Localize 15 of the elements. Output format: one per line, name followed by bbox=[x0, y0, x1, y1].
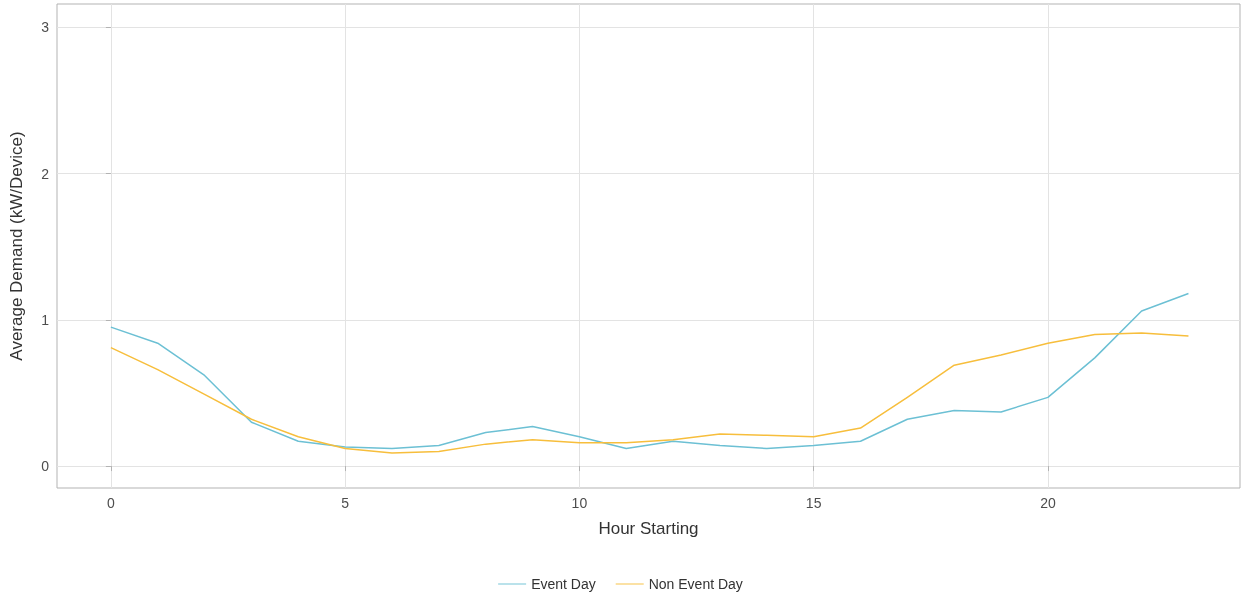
x-axis-title: Hour Starting bbox=[598, 519, 699, 538]
y-tick-label: 1 bbox=[41, 311, 50, 328]
x-tick-label: 10 bbox=[571, 495, 588, 511]
y-axis-title: Average Demand (kW/Device) bbox=[7, 131, 26, 361]
x-tick-label: 15 bbox=[805, 495, 822, 511]
x-tick-label: 20 bbox=[1040, 495, 1056, 511]
y-tick-label: 2 bbox=[41, 165, 50, 182]
x-tick-label: 5 bbox=[341, 495, 350, 511]
line-series bbox=[110, 292, 1190, 450]
line-series bbox=[110, 332, 1190, 454]
legend-label: Non Event Day bbox=[648, 576, 743, 592]
x-tick-label: 0 bbox=[106, 495, 115, 511]
y-tick-label: 3 bbox=[41, 19, 50, 36]
legend-label: Event Day bbox=[531, 576, 596, 592]
y-tick-label: 0 bbox=[41, 458, 50, 475]
